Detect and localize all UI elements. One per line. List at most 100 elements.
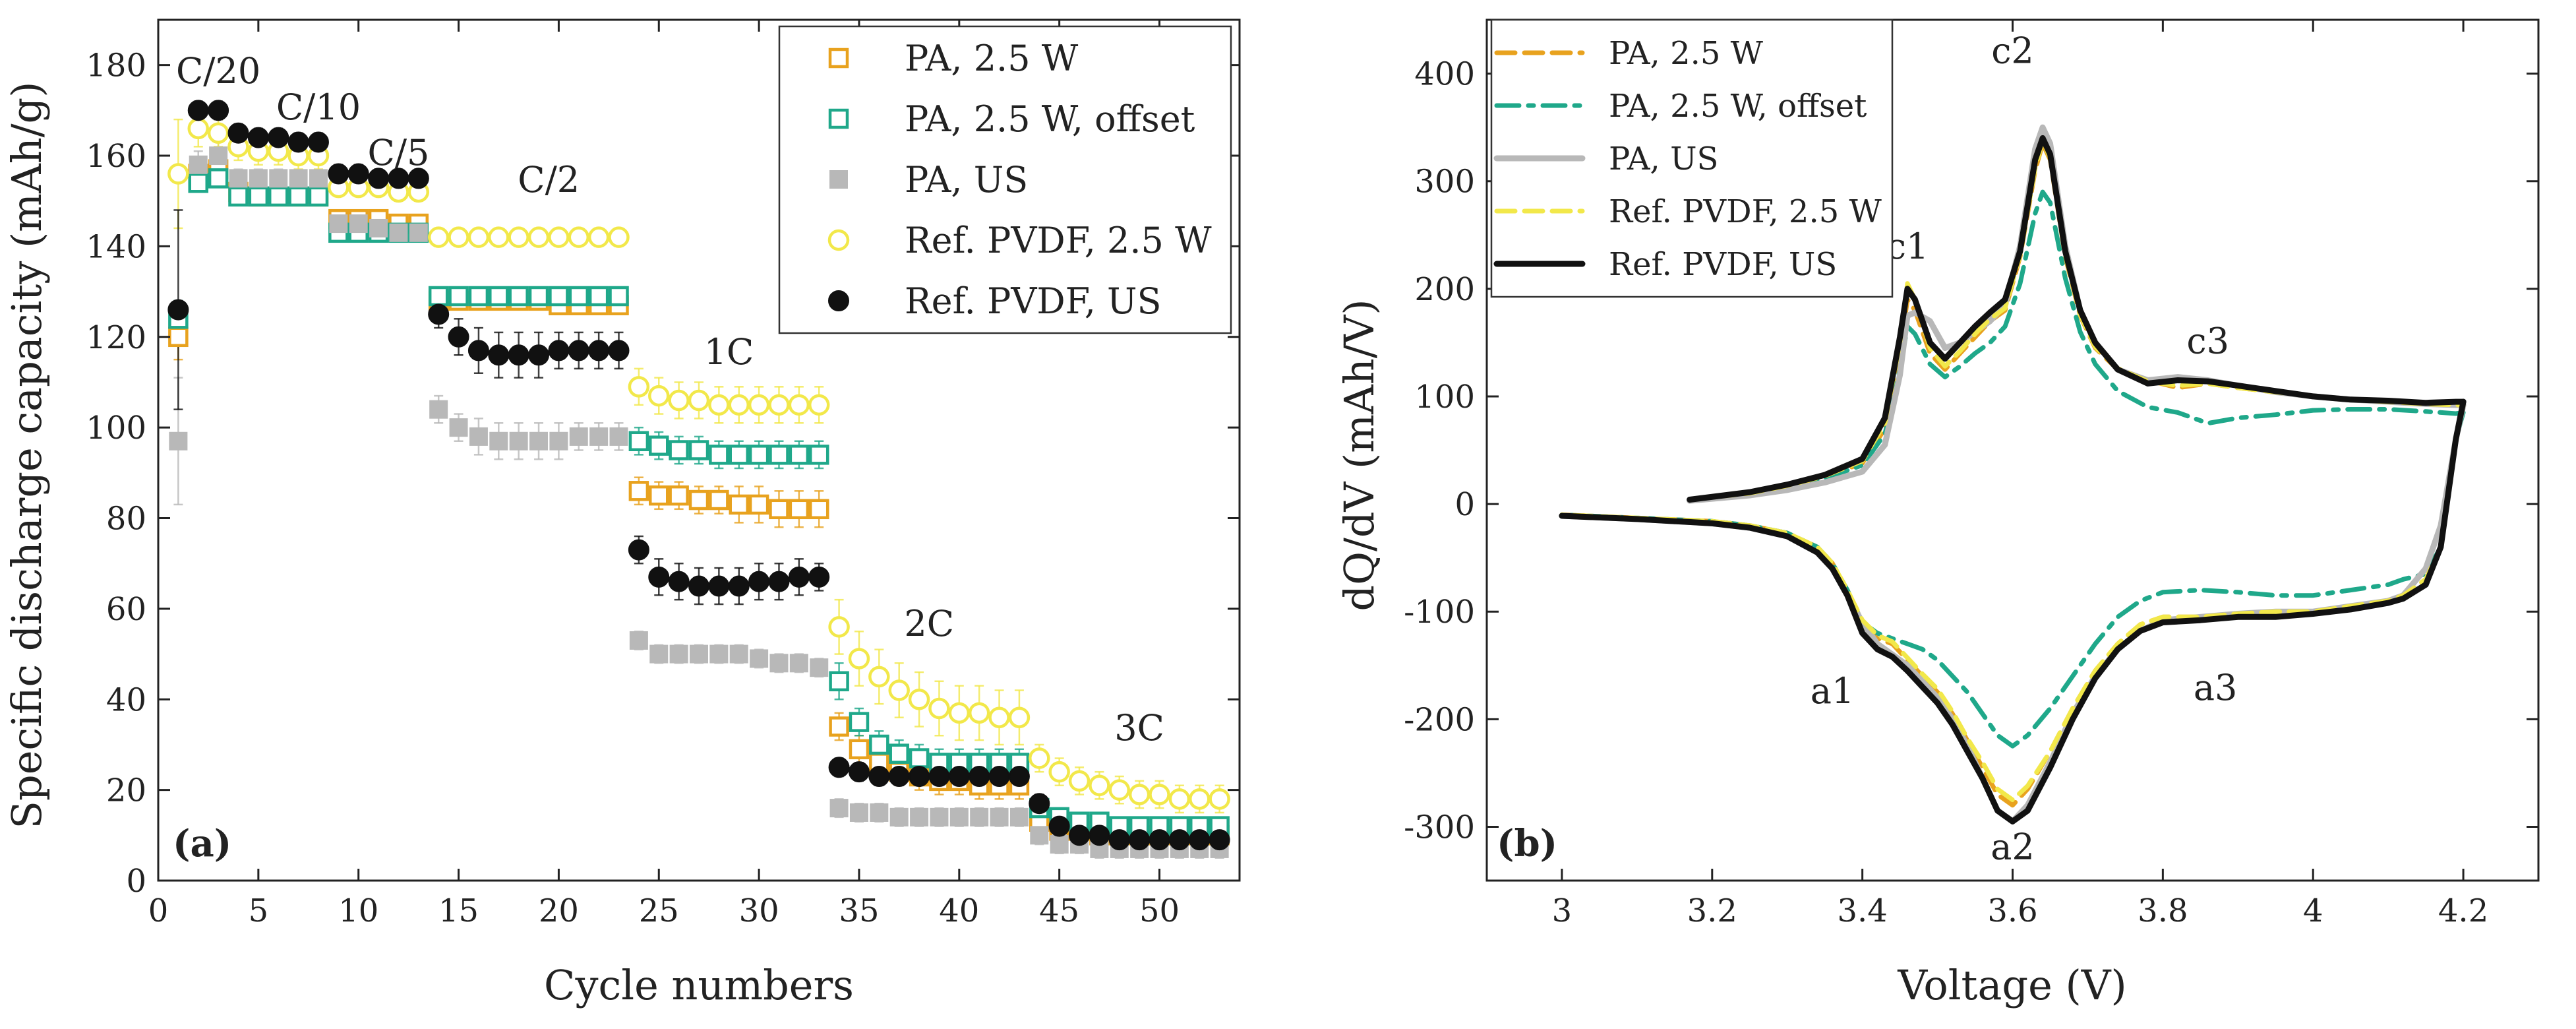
data-point bbox=[268, 186, 289, 207]
data-point bbox=[229, 169, 248, 188]
data-point bbox=[930, 807, 949, 826]
data-point bbox=[909, 748, 930, 768]
peak-label: c1 bbox=[1886, 226, 1929, 267]
data-point bbox=[569, 427, 588, 446]
data-point bbox=[688, 489, 709, 511]
data-point bbox=[1209, 829, 1230, 851]
x-tick-label: 4.2 bbox=[2438, 892, 2488, 929]
panel-b-dqdv-chart: c2 c1 c3 a1 a2 a3 3 3.2 3.4 3.6 3.8 4 4.2 -300 -200 -1… bbox=[1335, 18, 2540, 1009]
data-point bbox=[869, 734, 889, 755]
data-point bbox=[528, 286, 549, 307]
data-point bbox=[748, 445, 769, 465]
data-point bbox=[709, 445, 729, 465]
data-point bbox=[948, 766, 970, 788]
legend-marker bbox=[828, 47, 849, 69]
data-point bbox=[488, 226, 510, 248]
data-point bbox=[589, 427, 609, 446]
data-point bbox=[448, 326, 469, 348]
panel-b-x-axis-label: Voltage (V) bbox=[1897, 961, 2126, 1009]
data-point bbox=[1068, 770, 1091, 792]
data-point bbox=[349, 214, 368, 234]
data-point bbox=[548, 226, 570, 248]
data-point bbox=[1149, 829, 1170, 851]
legend-marker bbox=[827, 229, 850, 251]
data-point bbox=[328, 163, 349, 185]
data-point bbox=[928, 697, 950, 720]
panel-a-x-axis-label: Cycle numbers bbox=[544, 961, 854, 1009]
data-point bbox=[669, 485, 689, 506]
data-point bbox=[188, 173, 208, 193]
data-point bbox=[488, 344, 510, 366]
y-tick-label: -300 bbox=[1404, 809, 1475, 846]
data-point bbox=[649, 644, 669, 664]
y-tick-label: 100 bbox=[86, 410, 146, 447]
data-point bbox=[287, 131, 309, 153]
series-4-discharge-line bbox=[1559, 398, 2467, 825]
series-4-charge-line bbox=[1687, 135, 2467, 503]
x-tick-label: 5 bbox=[249, 892, 269, 929]
data-point bbox=[748, 394, 770, 416]
rate-label: 2C bbox=[904, 603, 954, 644]
data-point bbox=[1029, 747, 1050, 769]
data-point bbox=[910, 807, 929, 826]
data-point bbox=[1089, 774, 1110, 797]
data-point bbox=[509, 431, 528, 451]
rate-label: C/5 bbox=[368, 132, 430, 173]
panel-b-axes: 3 3.2 3.4 3.6 3.8 4 4.2 -300 -200 -100 0 100 200 300 4… bbox=[1404, 20, 2538, 929]
data-point bbox=[849, 712, 870, 732]
panel-b-tag: (b) bbox=[1497, 822, 1557, 865]
data-point bbox=[769, 445, 789, 465]
data-point bbox=[628, 481, 649, 501]
peak-label: c3 bbox=[2186, 321, 2229, 362]
y-tick-label: 20 bbox=[106, 772, 146, 809]
data-point bbox=[588, 286, 609, 307]
data-point bbox=[1048, 761, 1070, 783]
data-point bbox=[1209, 788, 1230, 810]
data-point bbox=[1108, 779, 1131, 801]
data-point bbox=[708, 394, 730, 416]
data-point bbox=[329, 214, 348, 234]
legend-marker bbox=[828, 108, 849, 129]
panel-a-axes: 0 5 10 15 20 25 30 35 40 45 50 0 20 40 60 80 100 120 140 16… bbox=[86, 20, 1240, 929]
panel-a-tag: (a) bbox=[173, 822, 231, 865]
data-point bbox=[609, 427, 628, 446]
y-tick-label: -100 bbox=[1404, 594, 1475, 631]
x-tick-label: 50 bbox=[1139, 892, 1180, 929]
data-point bbox=[1029, 793, 1050, 815]
data-point bbox=[849, 739, 870, 760]
data-point bbox=[187, 117, 209, 140]
y-tick-label: -200 bbox=[1404, 701, 1475, 738]
data-point bbox=[169, 431, 188, 451]
data-point bbox=[668, 389, 690, 412]
series-4-points bbox=[167, 100, 1230, 851]
y-tick-label: 180 bbox=[86, 47, 146, 84]
data-point bbox=[449, 418, 468, 437]
data-point bbox=[309, 169, 328, 188]
panel-a-y-axis-label: Specific discharge capacity (mAh/g) bbox=[3, 82, 51, 829]
data-point bbox=[467, 226, 490, 248]
data-point bbox=[848, 648, 870, 670]
data-point bbox=[688, 575, 709, 597]
data-point bbox=[948, 702, 971, 724]
data-point bbox=[748, 494, 769, 515]
data-point bbox=[469, 427, 488, 446]
legend-label: Ref. PVDF, US bbox=[905, 280, 1162, 322]
legend-label: Ref. PVDF, US bbox=[1609, 246, 1837, 283]
panel-b-legend: PA, 2.5 W PA, 2.5 W, offset PA, US Ref. PVD… bbox=[1490, 18, 1894, 298]
data-point bbox=[428, 303, 450, 325]
data-point bbox=[587, 226, 610, 248]
data-point bbox=[407, 168, 429, 189]
data-point bbox=[1128, 784, 1151, 805]
peak-label: c2 bbox=[1991, 30, 2034, 71]
x-tick-label: 3.6 bbox=[1987, 892, 2037, 929]
data-point bbox=[568, 286, 589, 307]
data-point bbox=[888, 679, 910, 701]
data-point bbox=[709, 644, 729, 664]
data-point bbox=[549, 431, 568, 451]
y-tick-label: 120 bbox=[86, 319, 146, 356]
data-point bbox=[648, 566, 670, 588]
data-point bbox=[649, 485, 669, 506]
data-point bbox=[648, 385, 670, 407]
legend-label: PA, US bbox=[905, 159, 1028, 201]
legend-label: PA, US bbox=[1609, 140, 1718, 177]
